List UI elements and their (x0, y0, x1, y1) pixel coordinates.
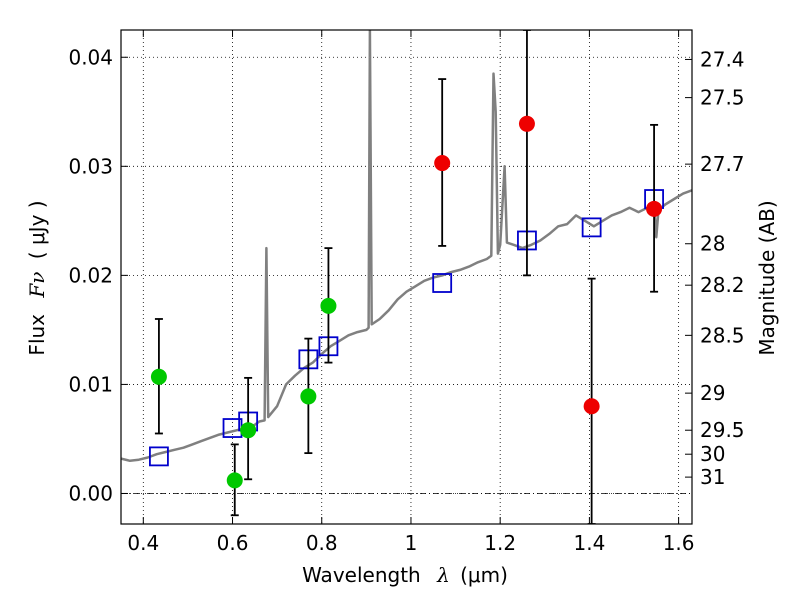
y-axis-label-unit: ( μJy ) (25, 200, 49, 259)
y-tick-label: 0.00 (68, 481, 113, 505)
y2-axis-label: Magnitude (AB) (755, 200, 779, 355)
y2-tick-label: 27.7 (700, 152, 745, 176)
x-axis-label-text: Wavelength (302, 563, 421, 587)
x-axis-label-unit: (μm) (460, 563, 508, 587)
green-data-point (150, 368, 167, 385)
red-data-point (583, 398, 600, 415)
model-photometry-square (149, 446, 169, 467)
red-data-point (434, 155, 451, 172)
green-data-point (226, 472, 243, 489)
y2-tick-label: 31 (700, 465, 725, 489)
y2-tick-label: 28.2 (700, 273, 745, 297)
y2-tick-label: 30 (700, 442, 725, 466)
y2-tick-label: 28.5 (700, 323, 745, 347)
axis-ticks: 0.4 0.6 0.8 1 1.2 1.4 1.6 0.00 0.01 0.02 0.03 0.04 2… (68, 30, 745, 555)
x-tick-label: 0.8 (306, 531, 338, 555)
green-data-point (300, 388, 317, 405)
x-tick-label: 1.4 (573, 531, 605, 555)
model-photometry-square (432, 273, 453, 293)
y2-tick-label: 29 (700, 381, 725, 405)
y-tick-label: 0.04 (68, 45, 113, 69)
x-axis-label-symbol: λ (436, 563, 450, 587)
model-spectrum-line (121, 30, 692, 463)
plot-area (121, 30, 692, 524)
x-tick-label: 1.2 (484, 531, 516, 555)
y-tick-label: 0.03 (68, 154, 113, 178)
y2-tick-label: 27.4 (700, 47, 745, 71)
x-tick-label: 0.6 (217, 531, 249, 555)
y2-tick-label: 27.5 (700, 86, 745, 110)
red-data-point (646, 200, 663, 217)
grid-lines (121, 30, 692, 524)
plot-frame (120, 29, 693, 525)
y-tick-label: 0.01 (68, 372, 113, 396)
red-data-point (518, 115, 535, 132)
model-photometry-square (581, 217, 602, 238)
y-axis-label: Flux Fν ( μJy ) (25, 200, 49, 355)
green-data-point (320, 297, 337, 314)
y2-tick-label: 28 (700, 232, 725, 256)
x-axis-label: Wavelength λ (μm) (302, 563, 508, 587)
x-tick-label: 1 (405, 531, 418, 555)
y-axis-label-symbol: Fν (25, 272, 49, 299)
y-axis-label-text: Flux (25, 314, 49, 356)
x-tick-label: 1.6 (663, 531, 695, 555)
x-tick-label: 0.4 (127, 531, 159, 555)
green-data-point (240, 422, 257, 439)
y-tick-label: 0.02 (68, 263, 113, 287)
y2-tick-label: 29.5 (700, 418, 745, 442)
